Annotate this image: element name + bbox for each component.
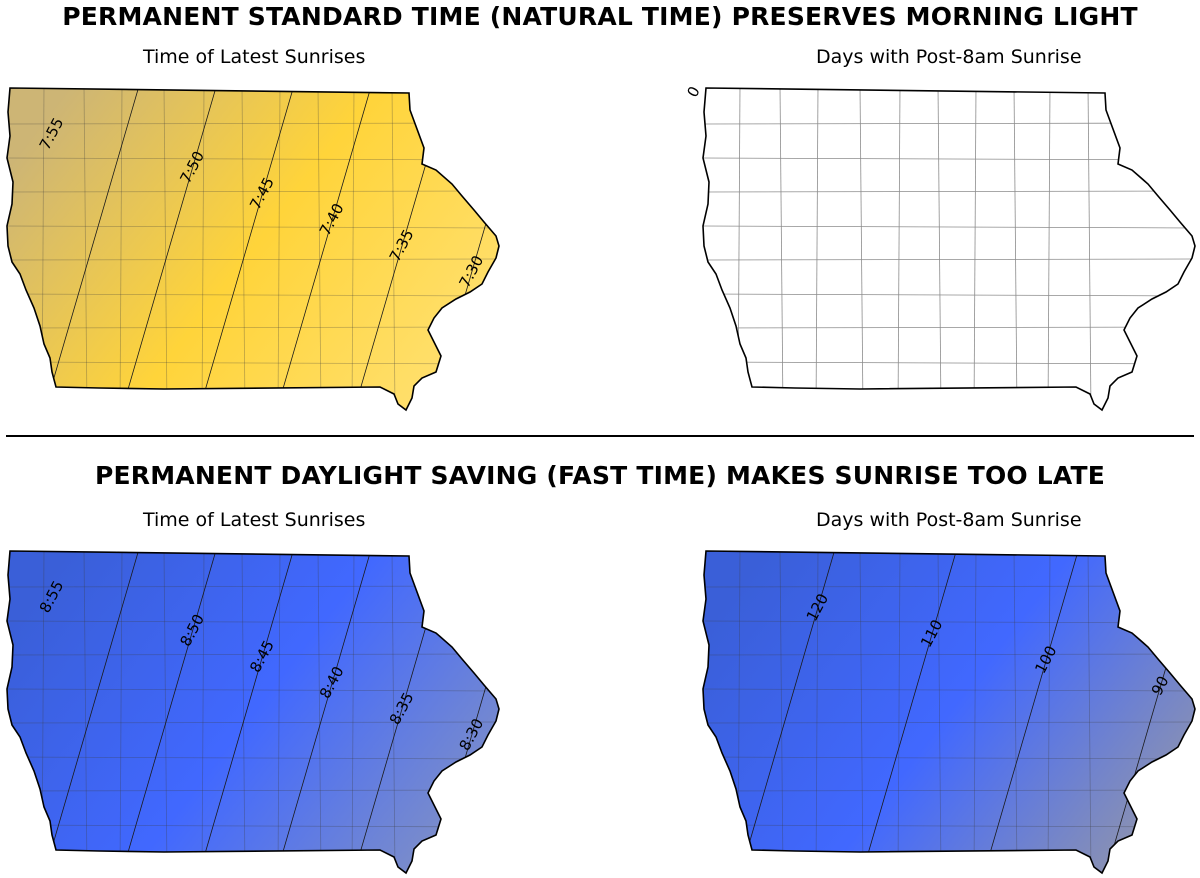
state-fill [703,551,1195,873]
dst-post8am-title: Days with Post-8am Sunrise [816,509,1082,531]
county-border [119,551,123,873]
state-fill [703,88,1195,410]
contour-line [43,88,140,410]
map-std-latest-sunrise: 7:557:507:457:407:357:30 [6,87,500,412]
county-border [859,88,864,410]
contour-line [43,551,140,873]
std-latest-sunrise-title: Time of Latest Sunrises [143,46,366,68]
county-border [1013,88,1018,410]
county-border [897,88,901,410]
state-fill [7,551,499,873]
county-border [119,88,123,410]
county-border [7,293,499,297]
county-border [351,551,355,873]
county-border [703,157,1195,161]
county-border [815,551,819,873]
county-border [1047,551,1051,873]
county-border [277,551,281,873]
county-border [7,225,499,229]
county-border [703,225,1195,229]
contour-line [198,88,295,410]
county-border [1047,88,1051,410]
county-border [241,88,246,410]
county-border [83,551,88,873]
state-outline [702,550,1196,875]
county-border [779,551,784,873]
county-border [703,258,1195,261]
standard-time-heading: PERMANENT STANDARD TIME (NATURAL TIME) P… [62,2,1138,31]
county-border [703,620,1195,624]
dst-latest-sunrise-title: Time of Latest Sunrises [143,509,366,531]
county-border [391,88,396,410]
county-border [7,688,499,692]
county-border [201,551,205,873]
daylight-saving-heading: PERMANENT DAYLIGHT SAVING (FAST TIME) MA… [94,461,1106,490]
county-border [83,88,88,410]
county-border [317,88,322,410]
county-border [7,326,499,329]
contour-line [198,551,295,873]
county-border [317,551,322,873]
state-fill [7,88,499,410]
county-border [391,551,396,873]
contour-line [121,551,217,873]
county-border [703,756,1195,760]
county-border [703,824,1195,828]
county-border [7,756,499,760]
county-border [973,88,977,410]
county-border [703,688,1195,692]
map-dst-latest-sunrise: 8:558:508:458:408:358:30 [6,550,500,875]
county-border [937,551,942,873]
county-border [7,789,499,792]
county-border [897,551,901,873]
county-border [1013,551,1018,873]
contour-line [275,88,372,410]
county-border [703,190,1195,193]
county-border [973,551,977,873]
county-border [703,361,1195,365]
county-border [703,326,1195,329]
county-border [815,88,819,410]
contour-line [275,551,372,873]
county-border [277,88,281,410]
county-border [163,551,168,873]
county-border [7,653,499,656]
state-outline [6,550,500,875]
county-border [201,88,205,410]
contour-line [983,551,1080,873]
state-outline [702,87,1196,412]
state-outline [6,87,500,412]
county-border [703,293,1195,297]
county-border [1087,551,1092,873]
std-post8am-title: Days with Post-8am Sunrise [816,46,1082,68]
contour-line [861,551,958,873]
county-border [7,361,499,365]
county-border [7,190,499,193]
contour-line [739,551,836,873]
county-border [7,721,499,724]
county-border [937,88,942,410]
county-border [779,88,784,410]
section-divider [6,435,1194,437]
county-border [351,88,355,410]
county-border [163,88,168,410]
county-border [1087,88,1092,410]
county-border [7,157,499,161]
contour-label: 0 [683,83,703,100]
county-border [703,653,1195,656]
contour-line [121,88,217,410]
county-border [703,721,1195,724]
county-border [7,620,499,624]
county-border [7,258,499,261]
county-border [703,789,1195,792]
map-std-post8am-days: 0 [683,83,1196,412]
county-border [7,824,499,828]
county-border [859,551,864,873]
county-border [241,551,246,873]
